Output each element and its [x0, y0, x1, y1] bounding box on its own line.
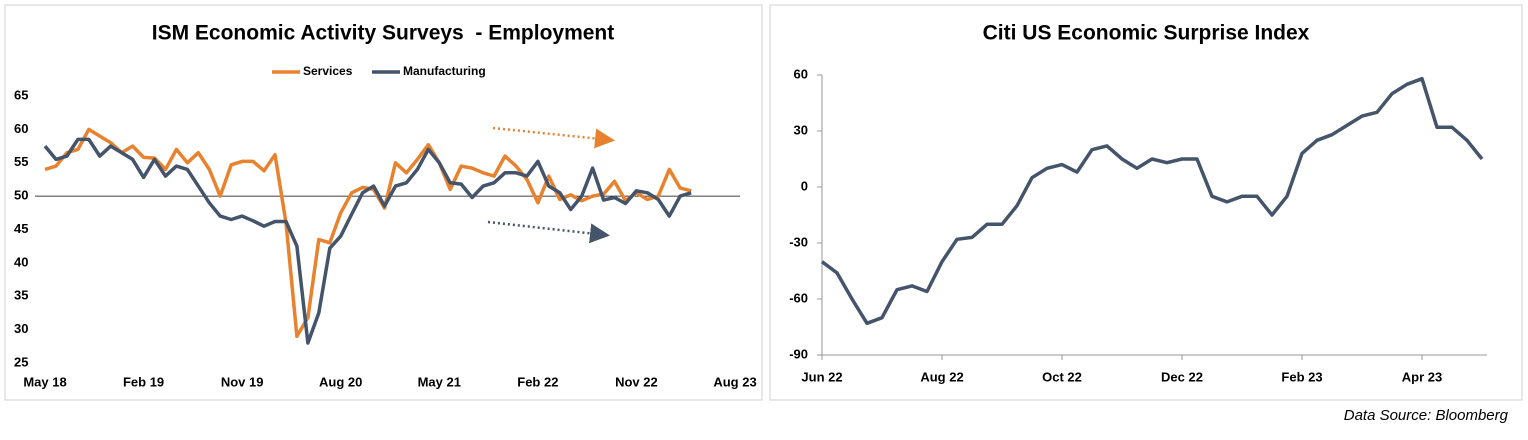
x-tick-label: Nov 22 [615, 374, 658, 389]
x-tick-label: Feb 22 [517, 374, 558, 389]
y-tick-label: -90 [789, 346, 808, 361]
x-tick-label: Jun 22 [801, 369, 842, 384]
x-tick-label: Feb 19 [123, 374, 164, 389]
source-note: Data Source: Bloomberg [1344, 407, 1509, 424]
y-tick-label: -60 [789, 290, 808, 305]
legend-label: Manufacturing [403, 64, 486, 78]
x-tick-label: May 18 [23, 374, 66, 389]
chart-title: ISM Economic Activity Surveys - Employme… [152, 22, 615, 45]
x-tick-label: May 21 [418, 374, 461, 389]
trend-arrow [487, 220, 610, 244]
chart-title: Citi US Economic Surprise Index [983, 22, 1310, 45]
y-tick-label: 35 [14, 288, 28, 303]
y-tick-label: 55 [14, 154, 28, 169]
data-line [43, 137, 692, 345]
y-tick-label: 50 [14, 188, 28, 203]
panel [769, 4, 1523, 401]
x-tick-label: Aug 22 [920, 369, 963, 384]
x-tick-label: Dec 22 [1161, 369, 1203, 384]
y-tick-label: 65 [14, 87, 28, 102]
x-tick-label: Aug 23 [713, 374, 756, 389]
x-tick-label: Aug 20 [319, 374, 362, 389]
y-tick-label: 60 [794, 66, 808, 81]
x-tick-label: Oct 22 [1042, 369, 1082, 384]
y-tick-label: 40 [14, 254, 28, 269]
y-tick-label: 60 [14, 121, 28, 136]
legend-label: Services [303, 64, 353, 78]
y-tick-label: 30 [794, 122, 808, 137]
y-tick-label: 25 [14, 354, 28, 369]
y-tick-label: -30 [789, 234, 808, 249]
x-tick-label: Feb 23 [1281, 369, 1322, 384]
y-tick-label: 0 [801, 178, 808, 193]
panel [4, 4, 763, 401]
x-tick-label: Nov 19 [221, 374, 264, 389]
data-line [820, 76, 1484, 326]
x-tick-label: Apr 23 [1402, 369, 1442, 384]
trend-arrow [492, 126, 615, 149]
y-tick-label: 45 [14, 221, 28, 236]
y-tick-label: 30 [14, 321, 28, 336]
